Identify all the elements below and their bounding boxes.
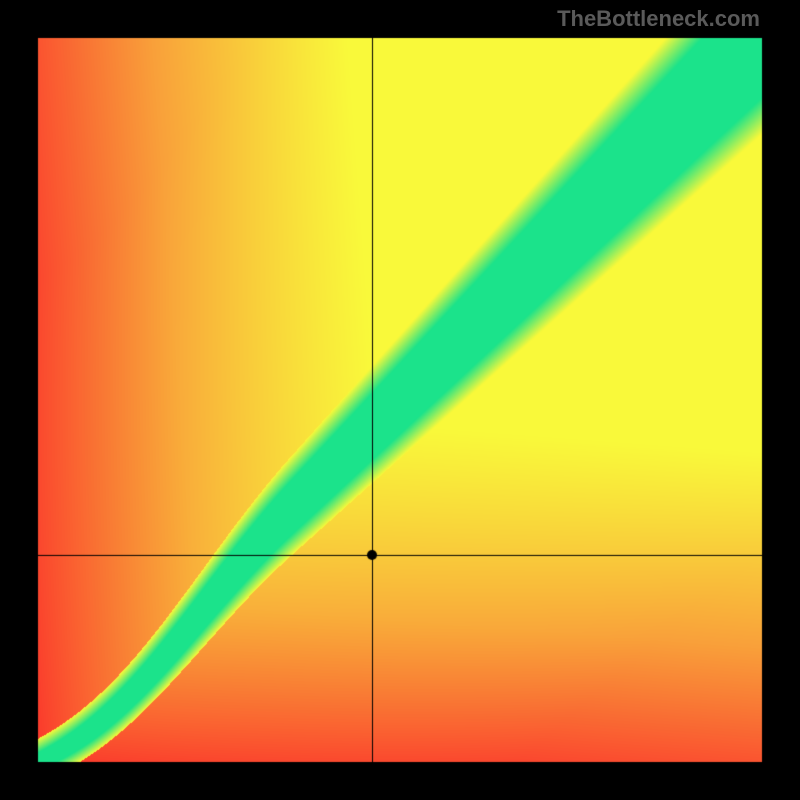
heatmap-canvas — [0, 0, 800, 800]
chart-container: TheBottleneck.com — [0, 0, 800, 800]
attribution-text: TheBottleneck.com — [557, 6, 760, 32]
